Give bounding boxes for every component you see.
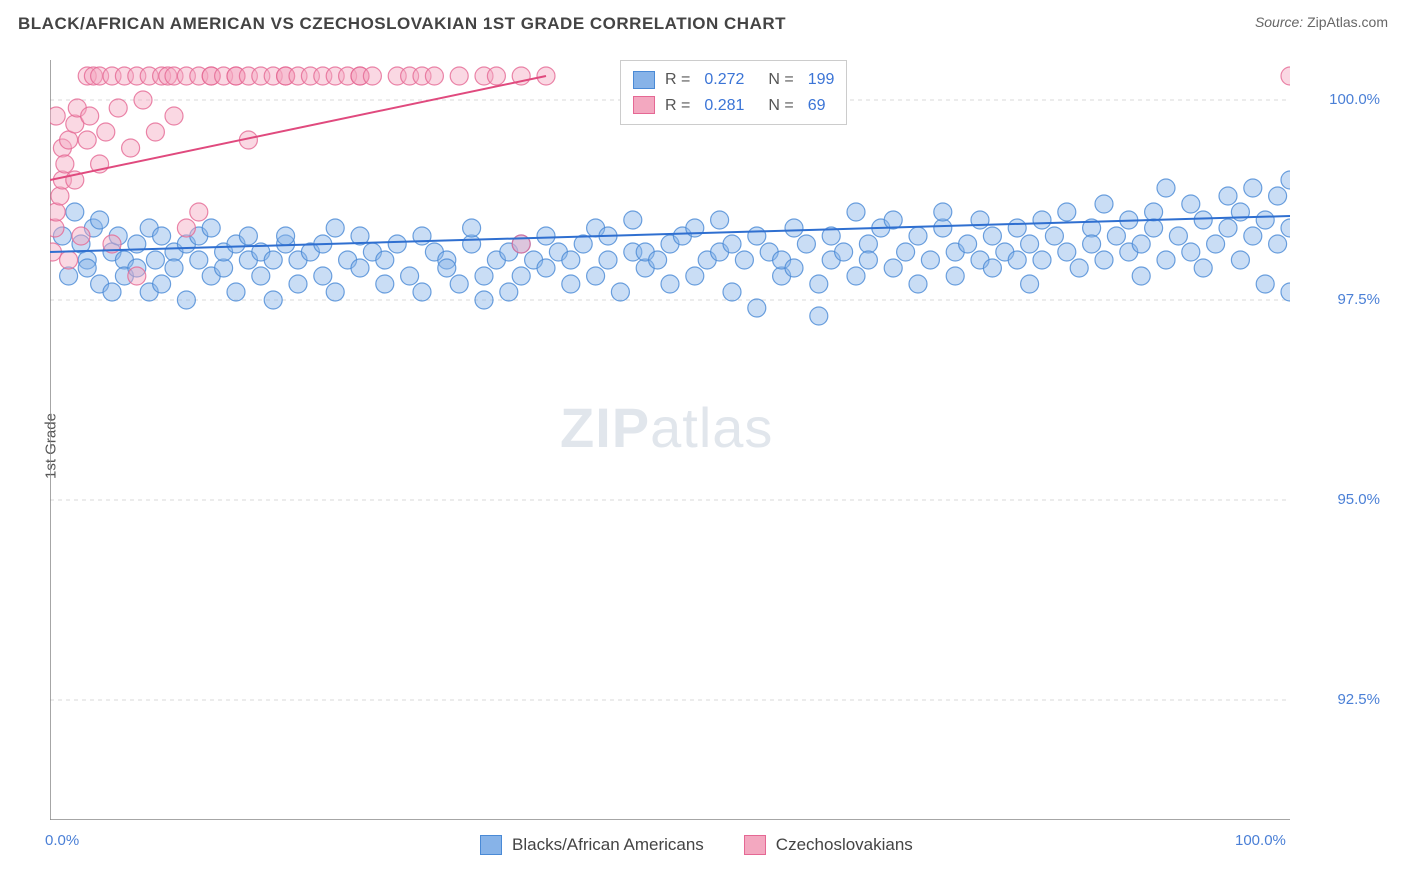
legend-swatch	[633, 71, 655, 89]
y-tick-label: 95.0%	[1300, 491, 1380, 508]
y-tick-label: 97.5%	[1300, 291, 1380, 308]
correlation-legend: R = 0.272 N = 199 R = 0.281 N = 69	[620, 60, 847, 125]
legend-n-label: N =	[768, 93, 793, 119]
series-legend-item: Blacks/African Americans	[480, 835, 704, 855]
x-tick-label: 100.0%	[1235, 832, 1286, 849]
series-name: Czechoslovakians	[776, 835, 913, 855]
legend-n-value: 199	[808, 67, 835, 93]
series-legend: Blacks/African Americans Czechoslovakians	[480, 835, 913, 855]
scatter-svg	[50, 60, 1290, 820]
chart-title: BLACK/AFRICAN AMERICAN VS CZECHOSLOVAKIA…	[18, 14, 786, 34]
chart-header: BLACK/AFRICAN AMERICAN VS CZECHOSLOVAKIA…	[0, 0, 1406, 50]
x-tick-label: 0.0%	[45, 832, 79, 849]
y-tick-label: 92.5%	[1300, 691, 1380, 708]
series-legend-item: Czechoslovakians	[744, 835, 913, 855]
legend-r-value: 0.281	[704, 93, 744, 119]
y-tick-label: 100.0%	[1300, 91, 1380, 108]
legend-r-label: R =	[665, 93, 690, 119]
legend-swatch	[633, 96, 655, 114]
source-value: ZipAtlas.com	[1307, 14, 1388, 30]
legend-swatch	[480, 835, 502, 855]
legend-stat-row: R = 0.272 N = 199	[633, 67, 834, 93]
chart-source: Source: ZipAtlas.com	[1255, 14, 1388, 30]
legend-n-label: N =	[768, 67, 793, 93]
legend-n-value: 69	[808, 93, 826, 119]
legend-r-label: R =	[665, 67, 690, 93]
legend-swatch	[744, 835, 766, 855]
source-label: Source:	[1255, 14, 1303, 30]
legend-r-value: 0.272	[704, 67, 744, 93]
legend-stat-row: R = 0.281 N = 69	[633, 93, 834, 119]
chart-plot-area	[50, 60, 1290, 820]
series-name: Blacks/African Americans	[512, 835, 704, 855]
